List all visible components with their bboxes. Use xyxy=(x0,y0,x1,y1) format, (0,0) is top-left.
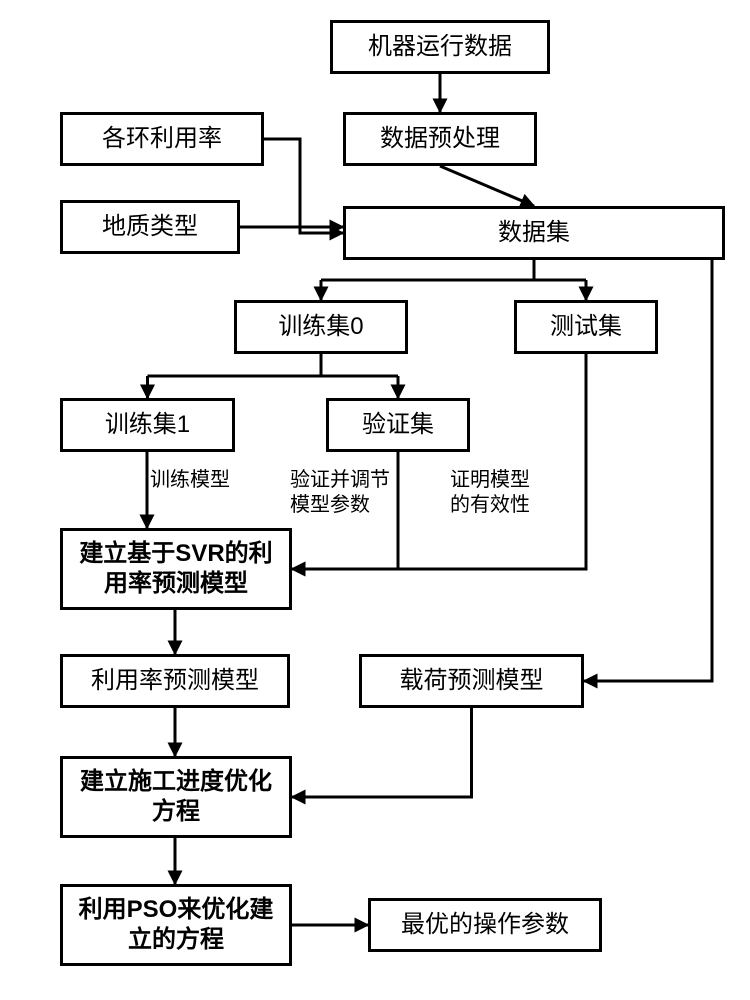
node-n_dataset: 数据集 xyxy=(343,206,725,260)
node-n_opt: 最优的操作参数 xyxy=(368,898,602,952)
node-n_test: 测试集 xyxy=(514,300,658,354)
node-n_prog: 建立施工进度优化方程 xyxy=(60,756,292,838)
node-n_train1: 训练集1 xyxy=(60,398,235,452)
edge-label-l_prove: 证明模型的有效性 xyxy=(450,468,530,518)
node-n_pso: 利用PSO来优化建立的方程 xyxy=(60,884,292,966)
node-n_train0: 训练集0 xyxy=(234,300,408,354)
edge-label-l_train: 训练模型 xyxy=(150,468,230,493)
edge-label-l_verify: 验证并调节模型参数 xyxy=(290,468,390,518)
node-n_util: 利用率预测模型 xyxy=(60,654,290,708)
node-n_svr: 建立基于SVR的利用率预测模型 xyxy=(60,528,292,610)
node-n_preproc: 数据预处理 xyxy=(343,112,537,166)
node-n_valid: 验证集 xyxy=(326,398,470,452)
node-n_ring: 各环利用率 xyxy=(60,112,264,166)
node-n_load: 载荷预测模型 xyxy=(359,654,584,708)
node-n_geo: 地质类型 xyxy=(60,200,240,254)
node-n_machine: 机器运行数据 xyxy=(330,20,550,74)
flowchart-canvas: 机器运行数据数据预处理 各环利用率地质类型 数据集训练集0 测试集训练集1 验证集建立基… xyxy=(0,0,750,1000)
